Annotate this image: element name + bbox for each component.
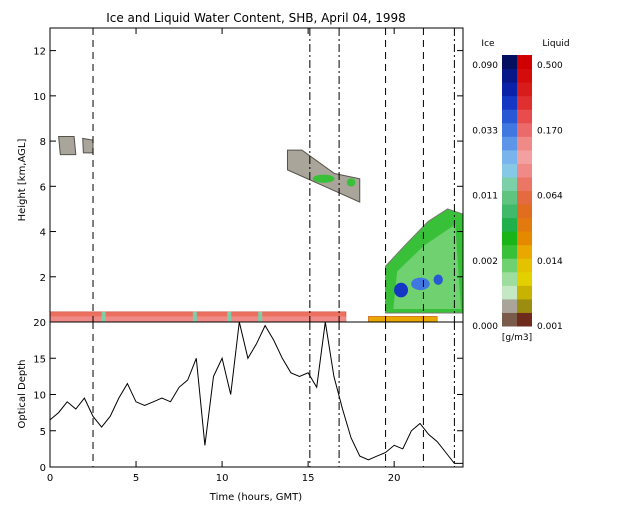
feature-liquid-layer-1 xyxy=(368,316,438,323)
colorbar-liquid-label: Liquid xyxy=(542,39,569,49)
colorbar-ice-swatch xyxy=(502,244,517,259)
optical-depth-tick-label: 15 xyxy=(33,354,46,365)
colorbar-ice-swatch xyxy=(502,204,517,219)
colorbar-liquid-swatch xyxy=(517,95,532,110)
colorbar-ice-swatch xyxy=(502,298,517,313)
colorbar-ice-scale xyxy=(502,55,517,327)
colorbar-liquid-swatch xyxy=(517,176,532,191)
colorbar-liquid-swatch xyxy=(517,68,532,83)
colorbar-liquid-tick: 0.001 xyxy=(537,322,563,332)
colorbar-liquid-swatch xyxy=(517,190,532,205)
colorbar-liquid-tick: 0.014 xyxy=(537,257,563,267)
height-tick-label: 4 xyxy=(40,228,46,239)
colorbar-liquid-swatch xyxy=(517,204,532,219)
top-reference-lines xyxy=(92,28,455,322)
colorbar-liquid-tick: 0.064 xyxy=(537,192,563,202)
optical-depth-tick-label: 10 xyxy=(33,391,46,402)
colorbar-liquid-scale xyxy=(517,55,532,327)
colorbar-ticks: 0.090 0.500 0.033 0.170 0.011 0.064 0.002 0.014… xyxy=(472,61,563,332)
colorbar-ice-swatch xyxy=(502,231,517,246)
colorbar-liquid-swatch xyxy=(517,82,532,97)
colorbar-liquid-swatch xyxy=(517,217,532,232)
colorbar-ice-swatch xyxy=(502,95,517,110)
colorbar-liquid-swatch xyxy=(517,258,532,273)
colorbar-ice-swatch xyxy=(502,312,517,327)
colorbar-ice-swatch xyxy=(502,176,517,191)
height-axis: 2 4 6 8 10 12 xyxy=(33,47,463,284)
colorbar-liquid-swatch xyxy=(517,271,532,286)
colorbar-ice-label: Ice xyxy=(481,39,495,49)
water-content-panel: 2 4 6 8 10 12 Height [km,AGL] xyxy=(17,27,464,323)
colorbar-unit: [g/m3] xyxy=(502,333,532,343)
optical-depth-tick-label: 5 xyxy=(40,427,46,438)
colorbar-liquid-swatch xyxy=(517,149,532,164)
colorbar-ice-swatch xyxy=(502,149,517,164)
time-axis: 0 5 10 15 20 xyxy=(47,28,401,484)
height-axis-label: Height [km,AGL] xyxy=(17,139,28,222)
feature-ice-cloud-4 xyxy=(385,208,464,314)
height-tick-label: 8 xyxy=(40,137,46,148)
height-tick-label: 2 xyxy=(40,273,46,284)
colorbar-liquid-swatch xyxy=(517,136,532,151)
colorbar-ice-tick: 0.000 xyxy=(472,322,498,332)
colorbar-ice-swatch xyxy=(502,136,517,151)
optical-depth-axis: 0 5 10 15 20 xyxy=(33,318,463,474)
water-content-heatmap xyxy=(49,136,464,323)
time-tick-label: 15 xyxy=(302,473,315,484)
height-tick-label: 6 xyxy=(40,182,46,193)
colorbar-liquid-swatch xyxy=(517,285,532,300)
colorbar-liquid-swatch xyxy=(517,244,532,259)
optical-depth-panel: 0 5 10 15 20 0 5 10 15 20 Optical Depth Time (ho… xyxy=(17,28,464,503)
colorbar-liquid-swatch xyxy=(517,298,532,313)
colorbar-ice-swatch xyxy=(502,285,517,300)
chart-title: Ice and Liquid Water Content, SHB, April… xyxy=(106,11,406,25)
optical-depth-tick-label: 20 xyxy=(33,318,46,329)
colorbar-ice-swatch xyxy=(502,163,517,178)
bottom-reference-lines xyxy=(92,322,455,467)
feature-liquid-layer-0 xyxy=(49,311,347,323)
colorbar-ice-swatch xyxy=(502,217,517,232)
optical-depth-line xyxy=(49,321,463,464)
feature-ice-cloud-2 xyxy=(58,136,94,156)
colorbar-ice-swatch xyxy=(502,82,517,97)
time-axis-label: Time (hours, GMT) xyxy=(209,492,303,503)
colorbar-ice-tick: 0.090 xyxy=(472,61,498,71)
colorbar-ice-tick: 0.033 xyxy=(472,126,498,136)
feature-ice-cloud-3 xyxy=(286,149,361,203)
time-tick-label: 0 xyxy=(47,473,53,484)
optical-depth-tick-label: 0 xyxy=(40,463,46,474)
colorbar-liquid-swatch xyxy=(517,109,532,124)
colorbar-liquid-swatch xyxy=(517,163,532,178)
colorbar-liquid-swatch xyxy=(517,122,532,137)
colorbar-liquid-tick: 0.170 xyxy=(537,126,563,136)
colorbar-ice-swatch xyxy=(502,258,517,273)
colorbar-liquid-swatch xyxy=(517,55,532,70)
colorbar-liquid-tick: 0.500 xyxy=(537,61,563,71)
time-tick-label: 5 xyxy=(133,473,139,484)
colorbar-ice-swatch xyxy=(502,271,517,286)
colorbar-ice-swatch xyxy=(502,68,517,83)
optical-depth-axis-label: Optical Depth xyxy=(17,360,28,429)
colorbar-ice-tick: 0.011 xyxy=(472,192,498,202)
colorbar-liquid-swatch xyxy=(517,231,532,246)
time-tick-label: 10 xyxy=(216,473,229,484)
colorbar-ice-swatch xyxy=(502,122,517,137)
colorbar-ice-tick: 0.002 xyxy=(472,257,498,267)
height-tick-label: 12 xyxy=(33,47,46,58)
colorbar-ice-swatch xyxy=(502,55,517,70)
height-tick-label: 10 xyxy=(33,92,46,103)
time-tick-label: 20 xyxy=(388,473,401,484)
colorbar-liquid-swatch xyxy=(517,312,532,327)
colorbar-ice-swatch xyxy=(502,109,517,124)
colorbar: Ice Liquid 0.090 0.500 0.033 0.170 0.011 0.06… xyxy=(472,39,569,343)
colorbar-ice-swatch xyxy=(502,190,517,205)
